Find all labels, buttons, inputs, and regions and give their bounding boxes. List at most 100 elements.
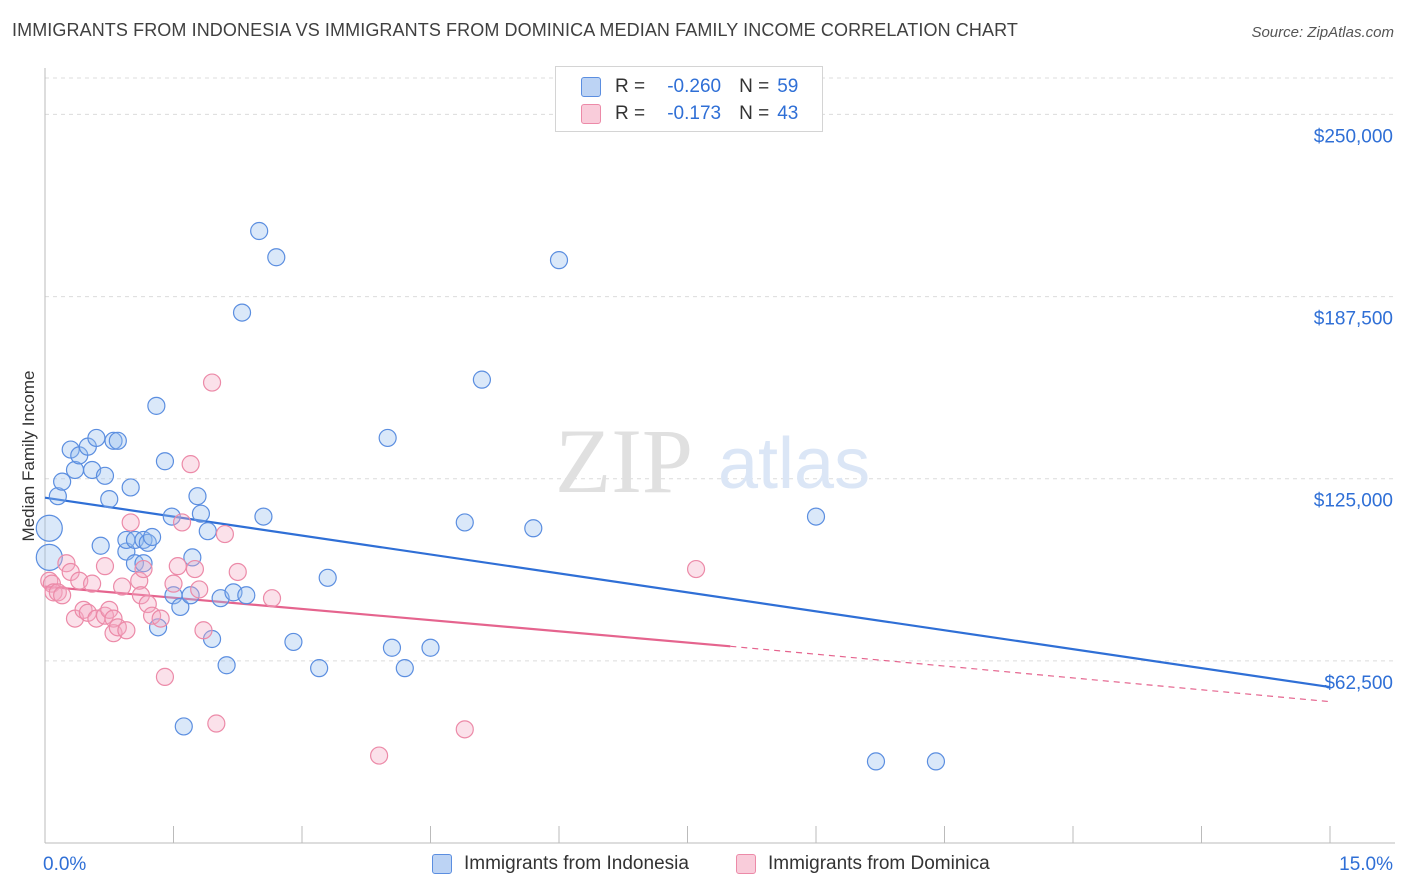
indonesia-point [250,221,269,241]
dominica-point [686,559,706,579]
y-tick-label: $187,500 [1314,309,1393,330]
x-tick-label-min: 0.0% [43,854,86,875]
indonesia-point [421,638,440,657]
n-value: 43 [777,103,799,124]
indonesia-point [174,717,193,736]
legend-label: Immigrants from Dominica [768,853,990,874]
stats-row-dominica: R = -0.173 N = 43 [581,99,798,129]
indonesia-point [48,487,67,506]
indonesia-point [472,370,491,389]
dominica-point [53,586,72,605]
indonesia-point [267,248,286,267]
watermark: ZIP atlas [555,410,870,512]
y-tick-label: $250,000 [1314,126,1393,147]
indonesia-point [237,586,256,605]
dominica-point [181,455,200,474]
n-label: N = [739,103,770,124]
source-label: Source: ZipAtlas.com [1251,24,1394,41]
chart-title: IMMIGRANTS FROM INDONESIA VS IMMIGRANTS … [12,20,1018,40]
dominica-point [134,559,153,579]
x-tick-label-max: 15.0% [1339,854,1393,875]
n-label: N = [739,76,770,97]
indonesia-point [318,568,337,587]
indonesia-point [232,303,252,322]
indonesia-point [926,752,946,771]
dominica-point [207,714,226,733]
dominica-point [151,609,170,628]
dominica-point [215,524,234,544]
r-value: -0.260 [667,76,722,97]
dominica-point [138,594,157,614]
dominica-point [262,589,282,608]
dominica-point [194,621,213,640]
indonesia-point [134,554,153,573]
dominica-point [168,557,187,576]
dominica-point [202,373,222,392]
dominica-trend-line [44,585,731,648]
indonesia-point [171,597,190,617]
dominica-point [130,571,149,590]
dominica-point [155,667,175,686]
trend-lines [44,496,1331,703]
y-tick-label: $62,500 [1324,673,1393,694]
dominica-point [228,562,247,582]
watermark-atlas: atlas [718,424,870,504]
indonesia-point [108,431,127,450]
dominica-point [104,609,123,628]
indonesia-legend-swatch [432,854,452,874]
dominica-point [121,513,140,532]
dominica-point [455,720,474,739]
indonesia-point [254,507,273,526]
indonesia-point [87,428,106,448]
legend-label: Immigrants from Indonesia [464,853,689,874]
indonesia-point [191,504,211,523]
dominica-point [112,577,132,596]
indonesia-point [310,659,329,678]
dominica-legend-swatch [736,854,756,874]
indonesia-point [188,487,207,506]
indonesia-point [53,472,72,491]
indonesia-point [35,514,63,542]
indonesia-point [455,513,474,532]
indonesia-point [155,452,175,471]
r-label: R = [615,103,646,124]
legend-item-indonesia[interactable]: Immigrants from Indonesia [432,850,689,878]
indonesia-point [395,659,414,678]
indonesia-point [95,466,115,485]
dominica-point [190,580,209,599]
indonesia-point [142,527,162,547]
indonesia-point [866,752,886,771]
dominica-point [117,621,136,640]
dominica-point [185,559,205,579]
y-axis-label: Median Family Income [19,370,38,541]
indonesia-point [378,428,397,448]
indonesia-point [162,507,181,526]
legend-item-dominica[interactable]: Immigrants from Dominica [736,850,990,878]
stats-box: R = -0.260 N = 59 R = -0.173 N = 43 [555,66,823,132]
dominica-trend-extension [730,645,1331,703]
indonesia-point [549,251,569,270]
grid [45,77,1395,662]
indonesia-point [100,490,119,509]
indonesia-point [284,632,303,652]
indonesia-point [217,656,236,675]
indonesia-point [91,536,110,555]
indonesia-point [382,638,402,657]
axes: $62,500 $125,000 $187,500 $250,000 0.0% 15.0% [43,68,1395,875]
dominica-point [100,600,119,619]
indonesia-point [121,478,140,497]
dominica-point [172,513,192,532]
indonesia-point [35,543,63,572]
indonesia-point [147,396,166,415]
indonesia-point [198,522,217,541]
indonesia-point [806,507,826,526]
data-points [35,221,946,771]
dominica-point [57,554,76,573]
r-value: -0.173 [667,103,722,124]
dominica-swatch [581,104,601,124]
indonesia-point [183,548,202,567]
r-label: R = [615,76,646,97]
indonesia-point [524,519,543,538]
dominica-point [370,746,389,765]
